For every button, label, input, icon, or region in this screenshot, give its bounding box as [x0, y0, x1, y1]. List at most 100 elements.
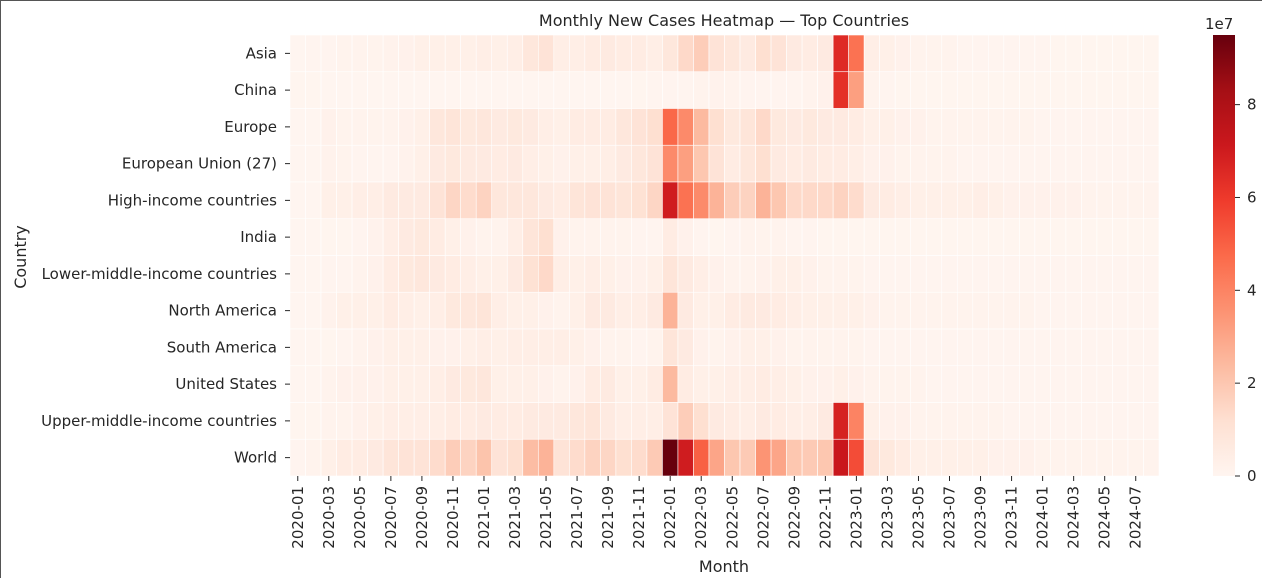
heatmap-cell — [1112, 108, 1129, 146]
colorbar-tick-label: 6 — [1247, 188, 1257, 206]
heatmap-cell — [475, 71, 493, 109]
heatmap-cell — [987, 291, 1005, 330]
heatmap-cell — [491, 108, 508, 146]
heatmap-cell — [1127, 438, 1144, 477]
heatmap-cell — [708, 34, 725, 73]
heatmap-cell — [537, 438, 555, 477]
heatmap-cell — [941, 291, 958, 330]
heatmap-cell — [724, 255, 741, 293]
heatmap-cell — [863, 365, 880, 403]
heatmap-cell — [1081, 181, 1098, 220]
heatmap-cell — [925, 402, 943, 440]
heatmap-cell — [1034, 71, 1051, 109]
heatmap-cell — [1143, 218, 1160, 256]
heatmap-cell — [972, 218, 989, 256]
heatmap-cell — [848, 108, 865, 146]
heatmap-cell — [662, 328, 679, 367]
x-tick-label: 2023-01 — [847, 486, 865, 549]
heatmap-cell — [1096, 181, 1113, 220]
heatmap-cell — [879, 34, 896, 73]
heatmap-cell — [1065, 328, 1082, 367]
y-tick-label: Upper-middle-income countries — [41, 412, 277, 430]
x-tick-label: 2020-03 — [320, 486, 338, 549]
heatmap-cell — [1127, 108, 1144, 146]
heatmap-cell — [522, 402, 539, 440]
heatmap-cell — [662, 181, 679, 220]
heatmap-cell — [987, 144, 1005, 183]
heatmap-cell — [879, 291, 896, 330]
heatmap-cell — [600, 255, 617, 293]
heatmap-cell — [553, 71, 570, 109]
heatmap-cell — [848, 438, 865, 477]
heatmap-cell — [429, 71, 446, 109]
heatmap-cell — [972, 34, 989, 73]
heatmap-cell — [444, 108, 461, 146]
heatmap-cell — [351, 108, 368, 146]
heatmap-cell — [801, 365, 818, 403]
heatmap-cell — [879, 218, 896, 256]
heatmap-cell — [584, 402, 601, 440]
heatmap-cell — [1050, 71, 1067, 109]
heatmap-cell — [693, 181, 710, 220]
heatmap-cell — [1127, 291, 1144, 330]
heatmap-cell — [615, 71, 632, 109]
heatmap-cell — [475, 108, 493, 146]
heatmap-cell — [336, 108, 353, 146]
heatmap-cell — [336, 328, 353, 367]
heatmap-cell — [770, 438, 787, 477]
heatmap-cell — [413, 438, 430, 477]
heatmap-cell — [1096, 402, 1113, 440]
heatmap-cell — [863, 328, 880, 367]
heatmap-cell — [1081, 328, 1098, 367]
heatmap-cell — [553, 402, 570, 440]
heatmap-cell — [506, 144, 524, 183]
heatmap-cell — [429, 291, 446, 330]
heatmap-cell — [646, 144, 663, 183]
heatmap-cell — [708, 291, 725, 330]
heatmap-cell — [1127, 181, 1144, 220]
heatmap-cell — [537, 181, 555, 220]
heatmap-cell — [910, 255, 927, 293]
heatmap-cell — [444, 438, 461, 477]
heatmap-cell — [972, 365, 989, 403]
heatmap-cell — [289, 438, 306, 477]
heatmap-cell — [320, 328, 337, 367]
heatmap-cell — [460, 144, 477, 183]
heatmap-cell — [1050, 328, 1067, 367]
colorbar-exponent: 1e7 — [1205, 15, 1233, 33]
heatmap-cell — [631, 181, 648, 220]
heatmap-cell — [941, 255, 958, 293]
heatmap-cell — [646, 402, 663, 440]
heatmap-cell — [367, 144, 384, 183]
heatmap-cell — [755, 438, 772, 477]
heatmap-cell — [1019, 71, 1036, 109]
heatmap-cell — [584, 365, 601, 403]
heatmap-cell — [817, 144, 834, 183]
heatmap-cell — [925, 291, 943, 330]
heatmap-cell — [863, 402, 880, 440]
x-tick-label: 2021-05 — [537, 486, 555, 549]
heatmap-cell — [1112, 438, 1129, 477]
heatmap-cell — [600, 438, 617, 477]
heatmap-cell — [553, 181, 570, 220]
heatmap-cell — [925, 218, 943, 256]
heatmap-cell — [522, 218, 539, 256]
heatmap-cell — [367, 402, 384, 440]
heatmap-cell — [1065, 108, 1082, 146]
heatmap-cell — [739, 365, 756, 403]
heatmap-cell — [305, 181, 322, 220]
heatmap-cell — [1034, 402, 1051, 440]
heatmap-cell — [553, 438, 570, 477]
heatmap-cell — [910, 108, 927, 146]
heatmap-cell — [1143, 181, 1160, 220]
heatmap-cell — [584, 181, 601, 220]
heatmap-cell — [382, 365, 399, 403]
heatmap-cell — [429, 255, 446, 293]
heatmap-cell — [491, 71, 508, 109]
heatmap-cell — [475, 255, 493, 293]
heatmap-cell — [1050, 218, 1067, 256]
heatmap-cell — [801, 328, 818, 367]
x-tick-label: 2024-07 — [1127, 486, 1145, 549]
heatmap-cell — [677, 291, 694, 330]
heatmap-cell — [972, 438, 989, 477]
